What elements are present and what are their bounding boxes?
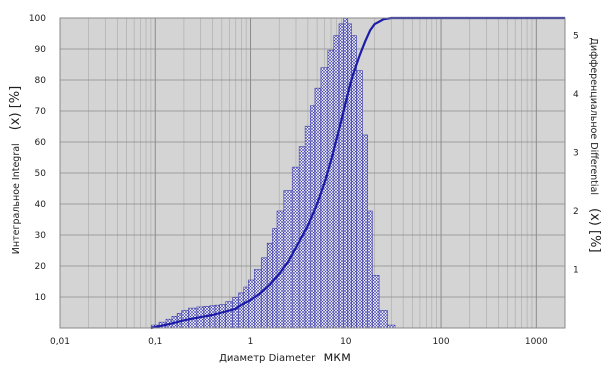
histogram-bar <box>232 297 239 329</box>
histogram-bar <box>362 134 368 329</box>
histogram-bar <box>371 275 380 329</box>
left-y-tick-label: 100 <box>29 14 46 24</box>
histogram-bar <box>248 279 255 329</box>
left-y-tick-label: 90 <box>35 45 47 55</box>
plot-frame <box>59 17 566 329</box>
cumulative-line <box>150 16 565 330</box>
right-axis-symbol: (x) [%] <box>587 208 602 252</box>
x-axis-label-text: Диаметр Diameter <box>219 353 316 364</box>
x-tick-label: 10 <box>340 337 352 347</box>
x-axis-label: Диаметр Diameter мкм <box>219 350 351 365</box>
left-axis-label-text: Интегральное Integral <box>11 143 22 254</box>
x-tick-label: 1000 <box>525 337 548 347</box>
histogram-bar <box>283 190 293 329</box>
histogram-bar <box>356 70 363 329</box>
x-tick-label: 0,1 <box>148 337 162 347</box>
left-axis-label: Интегральное Integral (x) [%] <box>8 86 23 254</box>
right-y-tick-label: 4 <box>573 90 579 100</box>
x-tick-label: 100 <box>432 337 449 347</box>
histogram-bar <box>343 17 349 329</box>
left-y-tick-label: 80 <box>35 76 47 86</box>
histogram-bar <box>320 67 329 329</box>
left-y-tick-label: 10 <box>35 293 47 303</box>
x-tick-label: 0,01 <box>50 337 70 347</box>
histogram-bar <box>347 23 352 329</box>
right-y-tick-label: 1 <box>573 266 579 276</box>
histogram-bar <box>367 210 373 329</box>
left-axis-symbol: (x) [%] <box>8 86 23 130</box>
histogram-bar <box>238 292 245 329</box>
left-y-tick-label: 30 <box>35 231 47 241</box>
right-y-tick-labels: 1 2 3 4 5 <box>573 32 579 276</box>
right-axis-label: Дифференциальное Differential (x) [%] <box>587 37 602 252</box>
x-tick-label: 1 <box>248 337 254 347</box>
left-y-tick-label: 60 <box>35 138 47 148</box>
right-y-tick-label: 5 <box>573 32 579 42</box>
histogram-bar <box>214 304 220 329</box>
right-y-tick-label: 3 <box>573 149 579 159</box>
histogram-bar <box>243 286 249 329</box>
histogram-bar <box>338 23 344 329</box>
histogram-bar <box>333 35 340 329</box>
left-y-tick-labels: 10 20 30 40 50 60 70 80 90 100 <box>29 14 46 303</box>
histogram-bar <box>254 269 262 329</box>
x-axis-unit: мкм <box>323 350 350 365</box>
x-tick-labels: 0,01 0,1 1 10 100 1000 <box>50 337 548 347</box>
histogram-bar <box>219 304 226 329</box>
histogram-bar <box>209 305 216 329</box>
histogram-bar <box>225 301 233 329</box>
histogram-bar <box>378 310 388 329</box>
histogram-bar <box>327 49 335 329</box>
left-y-tick-label: 40 <box>35 200 47 210</box>
left-y-tick-label: 50 <box>35 169 47 179</box>
right-axis-label-text: Дифференциальное Differential <box>588 37 599 195</box>
left-y-tick-label: 20 <box>35 262 47 272</box>
right-y-tick-label: 2 <box>573 207 579 217</box>
left-y-tick-label: 70 <box>35 107 47 117</box>
